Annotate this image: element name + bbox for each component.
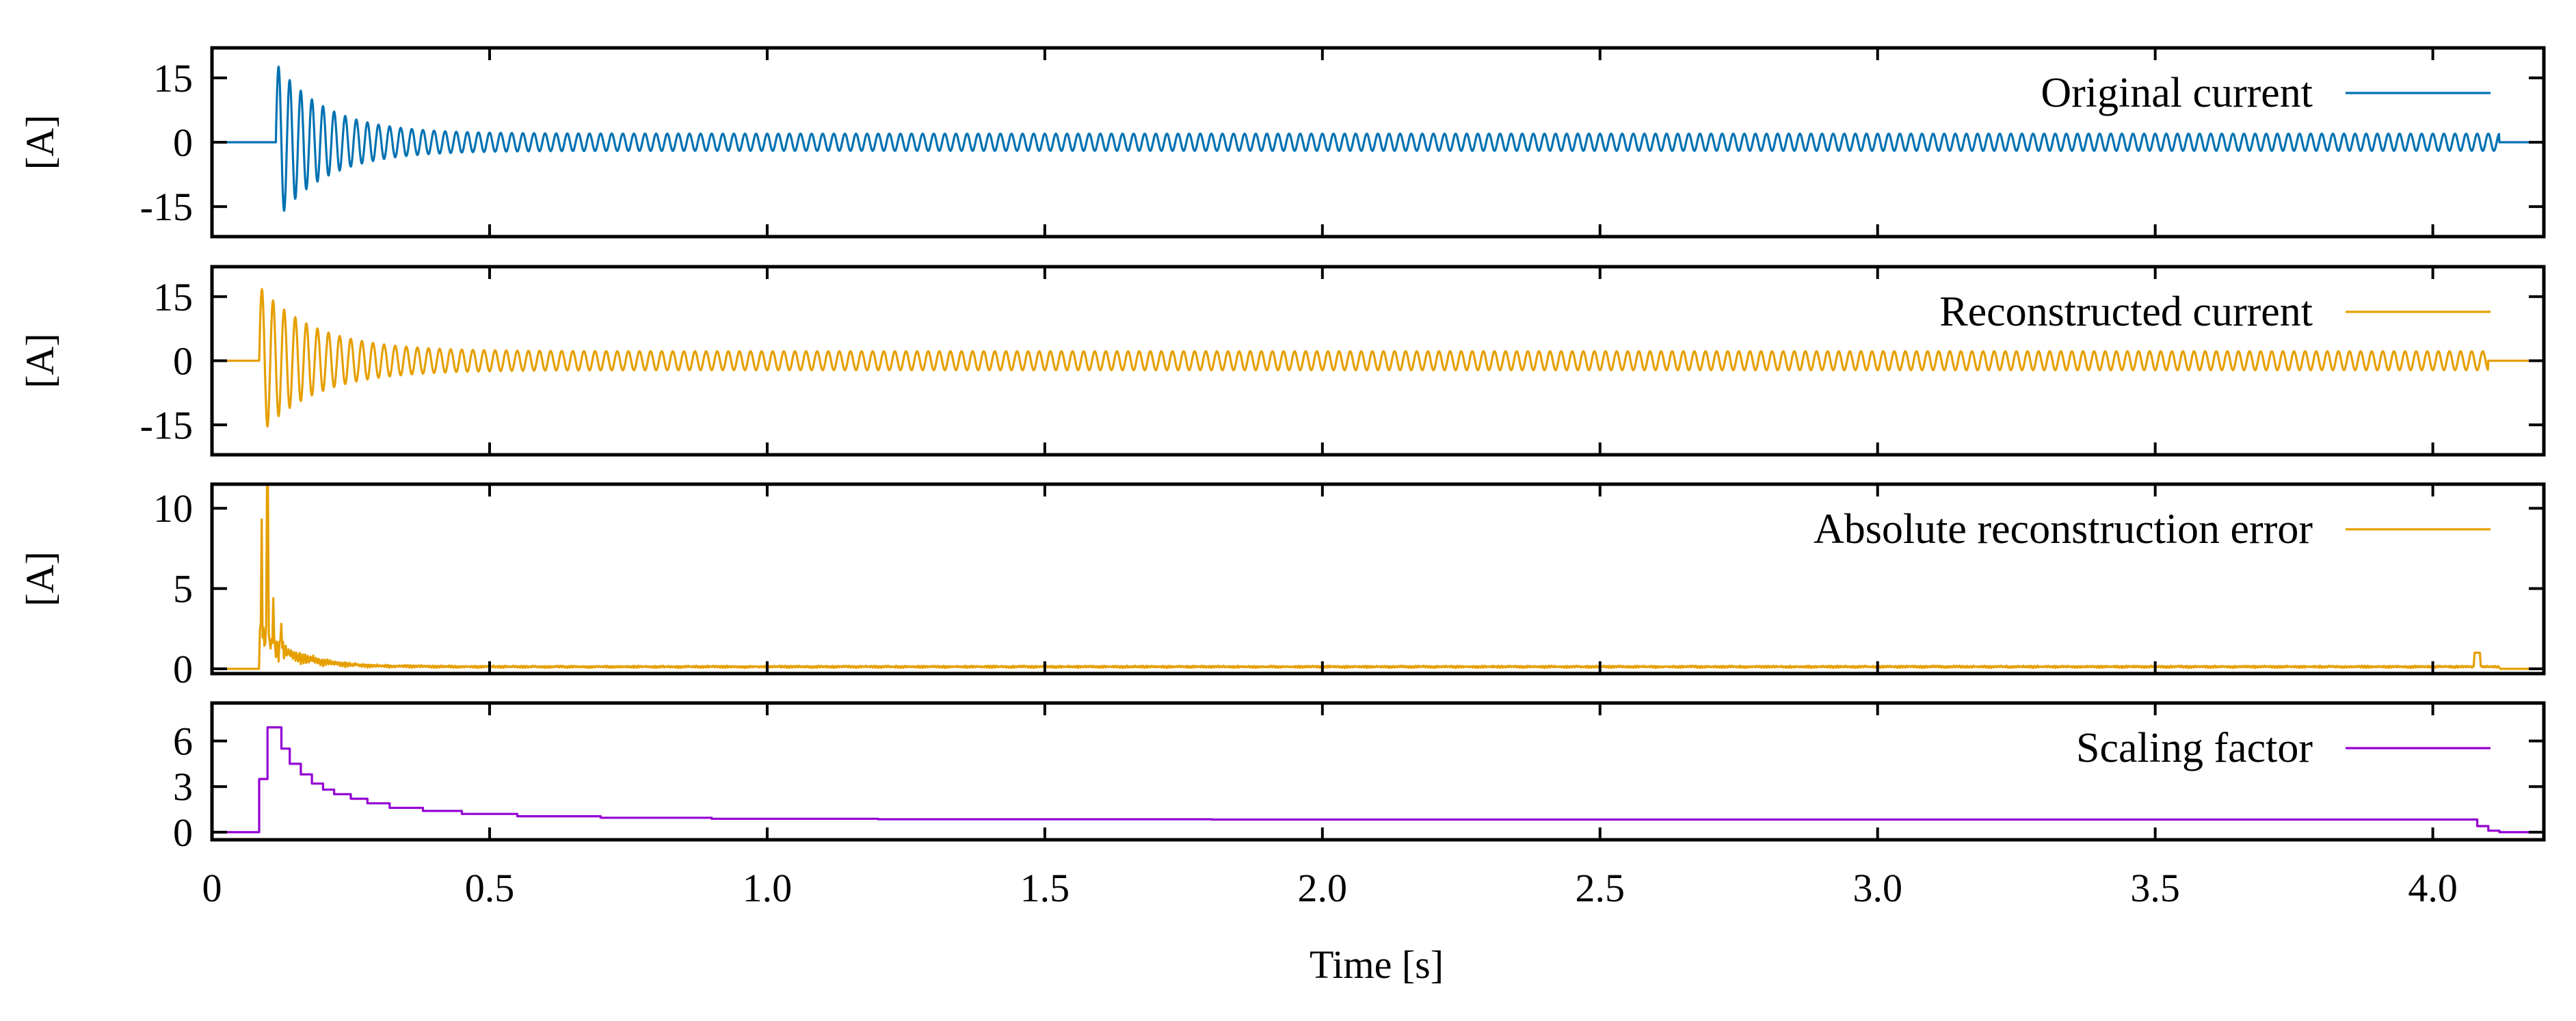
series-line-scaling-factor: [212, 726, 2544, 834]
legend-label-reconstructed-current: Reconstructed current: [1939, 289, 2313, 335]
x-tick-label: 3.5: [2130, 866, 2180, 910]
x-tick-label: 3.0: [1853, 866, 1902, 910]
panel-absolute-error: 10 5 0 [A] Absolute reconstruction error: [18, 482, 2546, 691]
x-tick-label: 4.0: [2408, 866, 2458, 910]
x-tick-label: 0.5: [465, 866, 515, 910]
x-axis-label: Time [s]: [1310, 942, 1444, 987]
y-axis-label-original-current: [A]: [18, 115, 62, 170]
y-tick-label-original-current: 0: [173, 120, 193, 165]
panel-original-current: 15 0 -15 [A] Original current: [18, 46, 2546, 239]
y-tick-label-reconstructed-current: 15: [153, 275, 193, 319]
x-tick-label: 2.5: [1576, 866, 1625, 910]
y-tick-label-reconstructed-current: -15: [140, 403, 193, 447]
y-tick-label-absolute-error: 5: [173, 567, 193, 611]
legend-label-scaling-factor: Scaling factor: [2076, 725, 2313, 771]
x-axis: Time [s] 0 0.5 1.0 1.5 2.0 2.5 3.0 3.5 4.0: [202, 866, 2458, 987]
y-tick-label-absolute-error: 10: [153, 486, 193, 531]
series-line-reconstructed-current: [212, 288, 2544, 428]
y-axis-label-absolute-error: [A]: [18, 551, 62, 607]
panels: 15 0 -15 [A] Original current 15 0 -15 [A] Recons…: [18, 46, 2546, 855]
panel-scaling-factor: 630 Scaling factor: [173, 701, 2546, 855]
y-tick-label-scaling-factor: 6: [173, 719, 193, 764]
legend-label-original-current: Original current: [2041, 70, 2313, 116]
y-tick-label-original-current: 15: [153, 56, 193, 101]
x-tick-label: 1.5: [1020, 866, 1070, 910]
y-tick-label-scaling-factor: 3: [173, 765, 193, 809]
y-tick-label-original-current: -15: [140, 185, 193, 229]
y-axis-label-reconstructed-current: [A]: [18, 333, 62, 388]
series-line-original-current: [212, 65, 2544, 212]
x-tick-label: 2.0: [1298, 866, 1348, 910]
y-tick-label-absolute-error: 0: [173, 647, 193, 691]
y-tick-label-scaling-factor: 0: [173, 810, 193, 855]
y-tick-label-reconstructed-current: 0: [173, 339, 193, 384]
plot-frame-scaling-factor: [210, 701, 2546, 842]
plot-frame-absolute-error: [210, 482, 2546, 676]
x-tick-label: 0: [202, 866, 222, 910]
panel-reconstructed-current: 15 0 -15 [A] Reconstructed current: [18, 265, 2546, 457]
legend-label-absolute-error: Absolute reconstruction error: [1814, 506, 2313, 553]
x-tick-label: 1.0: [743, 866, 793, 910]
